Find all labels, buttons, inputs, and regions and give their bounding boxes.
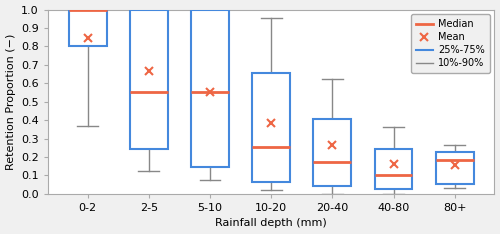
Bar bbox=[314, 119, 352, 186]
X-axis label: Rainfall depth (mm): Rainfall depth (mm) bbox=[216, 219, 327, 228]
Bar bbox=[191, 10, 229, 167]
Bar bbox=[374, 149, 412, 189]
Y-axis label: Retention Proportion (−): Retention Proportion (−) bbox=[6, 33, 16, 170]
Bar bbox=[436, 152, 474, 184]
Bar bbox=[252, 73, 290, 182]
Legend: Median, Mean, 25%-75%, 10%-90%: Median, Mean, 25%-75%, 10%-90% bbox=[411, 15, 490, 73]
Bar bbox=[68, 10, 106, 46]
Bar bbox=[130, 10, 168, 149]
